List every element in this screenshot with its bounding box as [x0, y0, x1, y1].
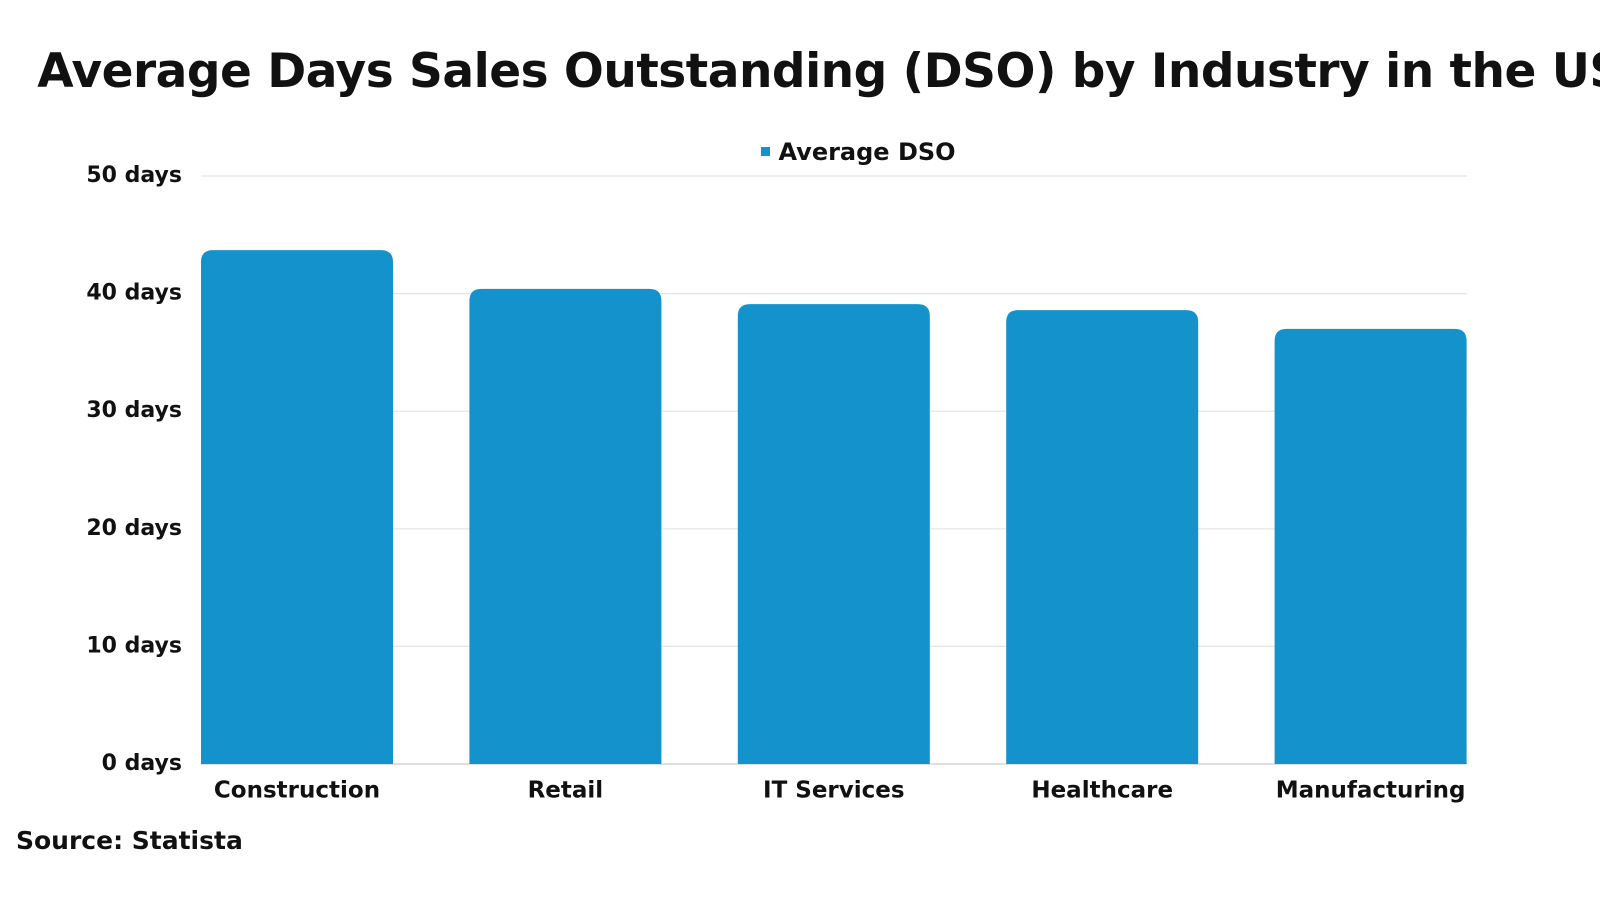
chart-title: Average Days Sales Outstanding (DSO) by …: [37, 44, 1600, 99]
y-tick-label: 50 days: [86, 163, 182, 188]
legend-swatch: [761, 146, 771, 156]
x-category-label: Manufacturing: [1276, 778, 1466, 804]
source-note: Source: Statista: [16, 826, 243, 855]
y-tick-label: 30 days: [86, 398, 182, 423]
x-category-label: Construction: [214, 778, 380, 804]
y-tick-label: 40 days: [86, 281, 182, 306]
bar: [1006, 310, 1199, 764]
x-category-label: IT Services: [763, 778, 905, 804]
legend: Average DSO: [0, 138, 1600, 166]
bar: [737, 304, 930, 764]
x-category-label: Healthcare: [1031, 778, 1173, 804]
bar: [1274, 328, 1467, 764]
y-tick-label: 20 days: [86, 516, 182, 541]
legend-label: Average DSO: [778, 138, 956, 166]
bar: [201, 250, 393, 764]
bar: [469, 288, 662, 764]
x-category-label: Retail: [528, 778, 604, 804]
y-tick-label: 0 days: [102, 751, 182, 776]
y-tick-label: 10 days: [86, 633, 182, 658]
